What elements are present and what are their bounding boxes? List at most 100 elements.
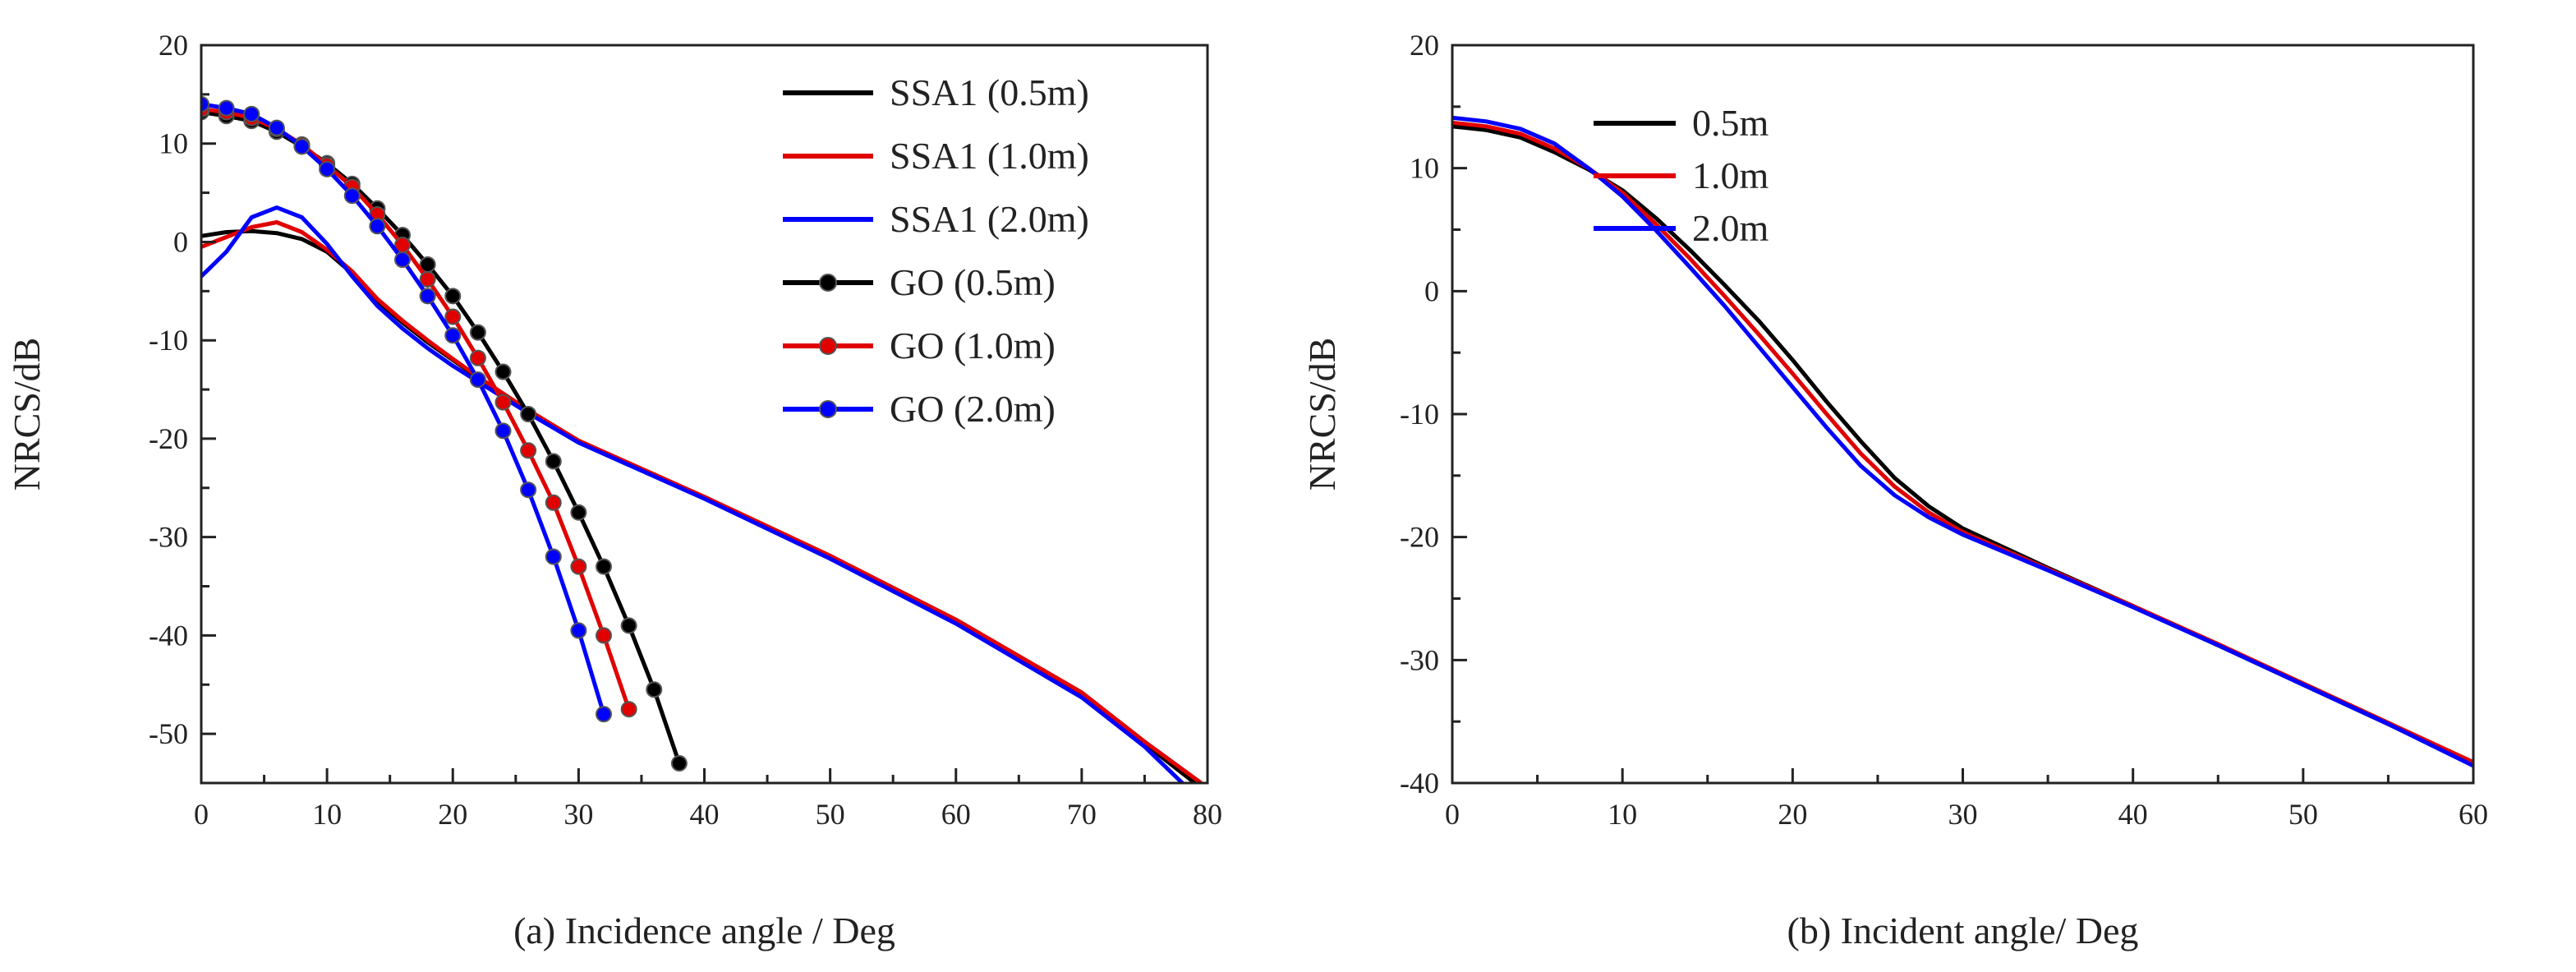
data-point bbox=[268, 119, 285, 136]
data-point bbox=[494, 363, 512, 380]
y-tick-label: 0 bbox=[173, 225, 188, 258]
x-tick-label: 80 bbox=[1193, 798, 1222, 831]
data-point bbox=[369, 218, 386, 235]
series-line-4 bbox=[201, 107, 631, 711]
data-point bbox=[319, 160, 336, 177]
y-tick-label: -30 bbox=[1400, 643, 1439, 676]
data-point bbox=[520, 481, 537, 499]
data-point bbox=[444, 308, 462, 325]
panel-a-x-axis-label: (a) Incidence angle / Deg bbox=[513, 910, 895, 951]
data-point bbox=[444, 327, 462, 344]
y-tick-label: -40 bbox=[1400, 767, 1439, 799]
y-tick-label: -40 bbox=[149, 619, 188, 652]
data-point bbox=[545, 548, 562, 565]
panel-a-data-layer bbox=[201, 95, 1203, 783]
series-line-5 bbox=[201, 102, 606, 715]
x-tick-label: 40 bbox=[690, 798, 720, 831]
y-tick-label: 10 bbox=[159, 127, 188, 160]
series-line-1 bbox=[1452, 120, 2473, 764]
legend-label: 1.0m bbox=[1692, 154, 1769, 196]
data-point bbox=[469, 324, 486, 341]
panel-a-ticks: 0 10 20 30 40 50 60 70 80 -50 -40 -30 -20 -10 0 10 20 bbox=[149, 29, 1222, 831]
panel-b-x-axis-label: (b) Incident angle/ Deg bbox=[1787, 910, 2139, 951]
legend-marker bbox=[819, 274, 837, 292]
series-line-1 bbox=[201, 220, 1203, 783]
x-tick-label: 60 bbox=[941, 798, 971, 831]
legend-label: 0.5m bbox=[1692, 102, 1769, 144]
panel-b-y-axis-label: NRCS/dB bbox=[1301, 338, 1343, 491]
data-point bbox=[469, 349, 486, 366]
data-point bbox=[419, 288, 436, 305]
data-point bbox=[570, 504, 587, 521]
panel-b-plot-frame bbox=[1451, 44, 2475, 785]
data-point bbox=[494, 422, 512, 440]
data-point bbox=[570, 558, 587, 575]
x-tick-label: 30 bbox=[1948, 798, 1978, 831]
data-point bbox=[218, 99, 235, 117]
x-tick-label: 40 bbox=[2118, 798, 2148, 831]
y-tick-label: -20 bbox=[1400, 521, 1439, 554]
data-point bbox=[545, 453, 562, 470]
legend-label: GO (2.0m) bbox=[890, 388, 1056, 430]
data-point bbox=[469, 371, 486, 389]
x-tick-label: 20 bbox=[1778, 798, 1807, 831]
legend-label: SSA1 (0.5m) bbox=[890, 71, 1089, 113]
data-point bbox=[243, 105, 260, 122]
data-point bbox=[293, 138, 310, 155]
y-tick-label: -50 bbox=[149, 717, 188, 750]
x-tick-label: 50 bbox=[2288, 798, 2318, 831]
legend-label: GO (1.0m) bbox=[890, 325, 1056, 366]
panel-a-legend: SSA1 (0.5m) SSA1 (1.0m) SSA1 (2.0m) GO (0.5… bbox=[783, 71, 1089, 430]
data-point bbox=[201, 95, 209, 113]
y-tick-label: 20 bbox=[1410, 29, 1439, 62]
x-tick-label: 0 bbox=[1445, 798, 1460, 831]
legend-marker bbox=[819, 400, 837, 418]
data-point bbox=[520, 442, 537, 459]
chart-panel-b: 0 10 20 30 40 50 60 -40 -30 -20 -10 0 10 20 (b) Incid… bbox=[1301, 29, 2488, 951]
series-line-2 bbox=[201, 205, 1184, 783]
panel-a-y-axis-label: NRCS/dB bbox=[6, 338, 48, 491]
panel-b-ticks: 0 10 20 30 40 50 60 -40 -30 -20 -10 0 10 20 bbox=[1400, 29, 2488, 831]
panel-b-data-layer bbox=[1452, 115, 2473, 768]
x-tick-label: 10 bbox=[1608, 798, 1637, 831]
data-point bbox=[596, 558, 612, 575]
y-tick-label: -20 bbox=[149, 422, 188, 455]
y-tick-label: -10 bbox=[1400, 398, 1439, 431]
data-point bbox=[646, 681, 663, 698]
data-point bbox=[670, 755, 688, 772]
legend-label: SSA1 (1.0m) bbox=[890, 135, 1089, 177]
legend-label: GO (0.5m) bbox=[890, 261, 1056, 303]
data-point bbox=[419, 270, 436, 288]
y-tick-label: 20 bbox=[159, 29, 188, 62]
data-point bbox=[545, 494, 562, 511]
data-point bbox=[596, 627, 612, 644]
data-point bbox=[570, 622, 587, 639]
y-tick-label: 0 bbox=[1424, 274, 1439, 307]
data-point bbox=[520, 406, 537, 422]
x-tick-label: 30 bbox=[564, 798, 593, 831]
x-tick-label: 20 bbox=[438, 798, 467, 831]
series-line-0 bbox=[1452, 124, 2473, 767]
data-point bbox=[394, 251, 411, 269]
legend-label: 2.0m bbox=[1692, 207, 1769, 249]
legend-marker bbox=[819, 337, 837, 355]
x-tick-label: 60 bbox=[2459, 798, 2488, 831]
y-tick-label: 10 bbox=[1410, 152, 1439, 185]
y-tick-label: -10 bbox=[149, 324, 188, 357]
legend-label: SSA1 (2.0m) bbox=[890, 198, 1089, 240]
data-point bbox=[620, 701, 637, 718]
x-tick-label: 0 bbox=[194, 798, 209, 831]
y-tick-label: -30 bbox=[149, 521, 188, 554]
series-line-2 bbox=[1452, 115, 2473, 768]
data-point bbox=[444, 288, 462, 305]
chart-panel-a: 0 10 20 30 40 50 60 70 80 -50 -40 -30 -20 -10 0 10 20 (a… bbox=[6, 29, 1222, 951]
series-line-0 bbox=[201, 228, 1197, 783]
data-point bbox=[620, 617, 637, 634]
panel-b-legend: 0.5m 1.0m 2.0m bbox=[1594, 102, 1769, 249]
data-point bbox=[494, 394, 512, 411]
x-tick-label: 10 bbox=[312, 798, 342, 831]
data-point bbox=[596, 706, 612, 723]
data-point bbox=[343, 187, 361, 205]
x-tick-label: 70 bbox=[1067, 798, 1097, 831]
